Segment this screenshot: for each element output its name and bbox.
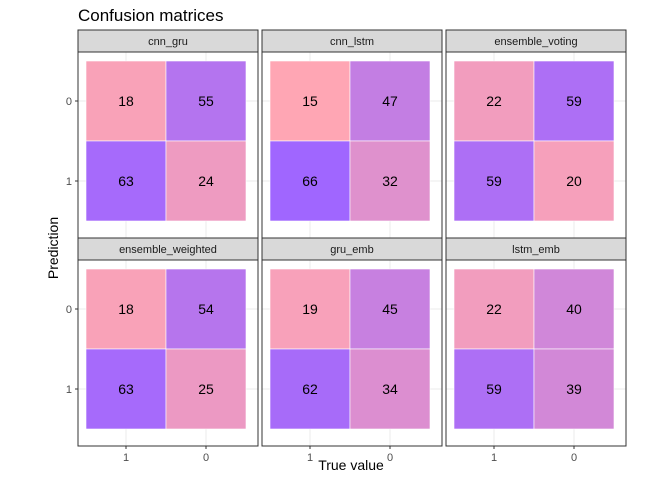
tile-value-label: 59 <box>486 381 502 397</box>
heatmap-tile <box>269 268 351 350</box>
tile-value-label: 63 <box>118 173 134 189</box>
tile-value-label: 18 <box>118 93 134 109</box>
facet-panel-lstm_emb: lstm_emb 22 40 59 39 1 0 <box>445 237 627 464</box>
heatmap-tile <box>349 268 431 350</box>
facet-strip-label: lstm_emb <box>512 244 560 256</box>
heatmap-tile <box>85 268 167 350</box>
x-tick-label: 1 <box>123 452 129 464</box>
tile-value-label: 63 <box>118 381 134 397</box>
y-tick-label: 0 <box>66 96 72 108</box>
y-tick-label: 1 <box>66 176 72 188</box>
chart-title: Confusion matrices <box>78 6 224 25</box>
tile-value-label: 39 <box>566 381 582 397</box>
tile-value-label: 66 <box>302 173 318 189</box>
x-tick-label: 0 <box>571 452 577 464</box>
facet-panel-cnn_gru: cnn_gru 18 55 63 24 0 1 <box>66 29 259 239</box>
x-tick-label: 1 <box>307 452 313 464</box>
heatmap-tile <box>165 60 247 142</box>
tile-value-label: 15 <box>302 93 318 109</box>
tile-value-label: 34 <box>382 381 398 397</box>
tile-value-label: 45 <box>382 301 398 317</box>
heatmap-tile <box>533 60 615 142</box>
heatmap-tile <box>165 140 247 222</box>
tile-value-label: 20 <box>566 173 582 189</box>
tile-value-label: 54 <box>198 301 214 317</box>
tile-value-label: 55 <box>198 93 214 109</box>
heatmap-tile <box>533 268 615 350</box>
facet-panel-ensemble_voting: ensemble_voting 22 59 59 20 <box>445 29 627 239</box>
heatmap-tile <box>165 348 247 430</box>
heatmap-tile <box>269 348 351 430</box>
facet-panels: cnn_gru 18 55 63 24 0 1 cnn_lstm 15 47 66 32 ensembl… <box>66 29 627 464</box>
heatmap-tile <box>165 268 247 350</box>
x-tick-label: 0 <box>387 452 393 464</box>
heatmap-tile <box>269 140 351 222</box>
facet-panel-cnn_lstm: cnn_lstm 15 47 66 32 <box>261 29 443 239</box>
heatmap-tile <box>349 60 431 142</box>
heatmap-tile <box>453 140 535 222</box>
tile-value-label: 62 <box>302 381 318 397</box>
tile-value-label: 40 <box>566 301 582 317</box>
panel-border <box>261 259 443 447</box>
tile-value-label: 59 <box>486 173 502 189</box>
tile-value-label: 59 <box>566 93 582 109</box>
facet-strip-label: cnn_gru <box>148 36 188 48</box>
heatmap-tile <box>349 140 431 222</box>
facet-strip-label: ensemble_weighted <box>119 244 217 256</box>
tile-value-label: 22 <box>486 93 502 109</box>
tile-value-label: 22 <box>486 301 502 317</box>
heatmap-tile <box>85 140 167 222</box>
facet-strip-label: ensemble_voting <box>494 36 577 48</box>
panel-border <box>445 259 627 447</box>
y-tick-label: 0 <box>66 304 72 316</box>
heatmap-tile <box>85 60 167 142</box>
y-tick-label: 1 <box>66 384 72 396</box>
heatmap-tile <box>533 348 615 430</box>
heatmap-tile <box>85 348 167 430</box>
heatmap-tile <box>453 348 535 430</box>
tile-value-label: 32 <box>382 173 398 189</box>
x-axis-title: True value <box>318 457 384 473</box>
tile-value-label: 47 <box>382 93 398 109</box>
heatmap-tile <box>453 268 535 350</box>
tile-value-label: 24 <box>198 173 214 189</box>
panel-border <box>77 259 259 447</box>
heatmap-tile <box>453 60 535 142</box>
facet-strip-label: gru_emb <box>330 244 373 256</box>
y-axis-title: Prediction <box>45 217 61 279</box>
x-tick-label: 1 <box>491 452 497 464</box>
heatmap-tile <box>533 140 615 222</box>
facet-panel-gru_emb: gru_emb 19 45 62 34 1 0 <box>261 237 443 464</box>
facet-strip-label: cnn_lstm <box>330 36 374 48</box>
heatmap-tile <box>349 348 431 430</box>
x-tick-label: 0 <box>203 452 209 464</box>
tile-value-label: 18 <box>118 301 134 317</box>
tile-value-label: 19 <box>302 301 318 317</box>
tile-value-label: 25 <box>198 381 214 397</box>
facet-panel-ensemble_weighted: ensemble_weighted 18 54 63 25 0 1 1 0 <box>66 237 259 464</box>
